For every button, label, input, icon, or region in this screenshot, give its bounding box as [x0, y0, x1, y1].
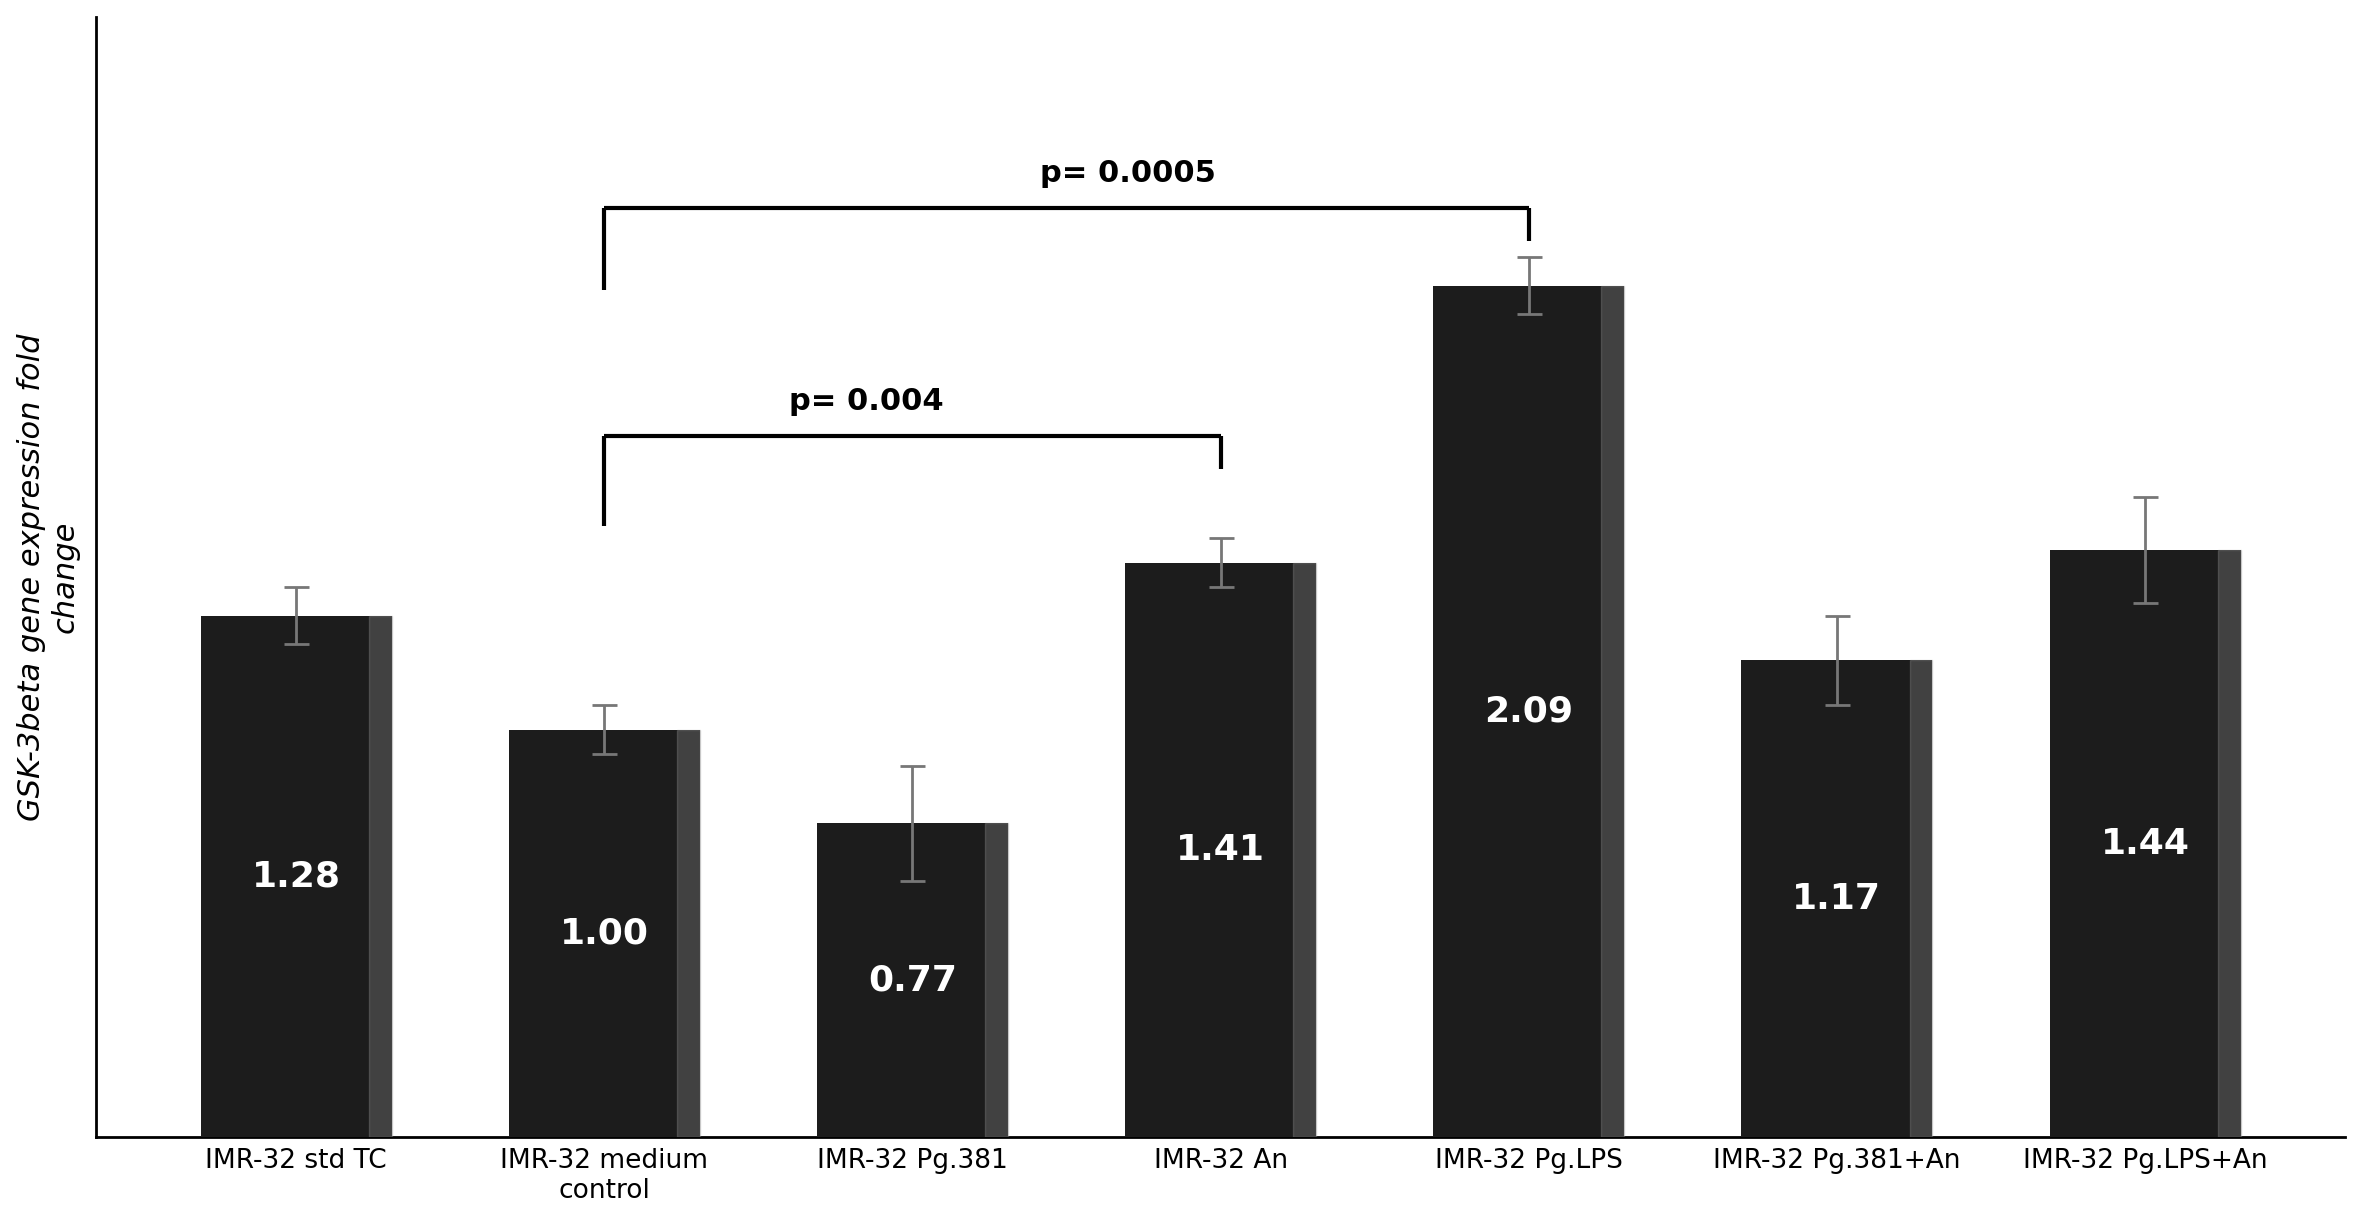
Text: 1.41: 1.41: [1176, 833, 1266, 867]
Bar: [817, 823, 1009, 1137]
Bar: [2050, 551, 2242, 1137]
Bar: [368, 615, 392, 1137]
Bar: [985, 823, 1009, 1137]
Text: 0.77: 0.77: [867, 963, 957, 998]
Bar: [1601, 286, 1625, 1137]
Text: 1.00: 1.00: [560, 917, 650, 950]
Bar: [1294, 563, 1316, 1137]
Bar: [1741, 661, 1932, 1137]
Text: 1.44: 1.44: [2100, 827, 2190, 861]
Text: 2.09: 2.09: [1483, 695, 1573, 729]
Bar: [508, 730, 699, 1137]
Bar: [1124, 563, 1316, 1137]
Text: p= 0.0005: p= 0.0005: [1039, 159, 1216, 188]
Bar: [201, 615, 392, 1137]
Text: 1.17: 1.17: [1793, 882, 1883, 916]
Text: 1.28: 1.28: [253, 860, 340, 894]
Text: p= 0.004: p= 0.004: [789, 387, 945, 416]
Y-axis label: GSK-3beta gene expression fold
change: GSK-3beta gene expression fold change: [17, 333, 80, 821]
Bar: [2218, 551, 2242, 1137]
Bar: [1434, 286, 1625, 1137]
Bar: [1908, 661, 1932, 1137]
Bar: [678, 730, 699, 1137]
